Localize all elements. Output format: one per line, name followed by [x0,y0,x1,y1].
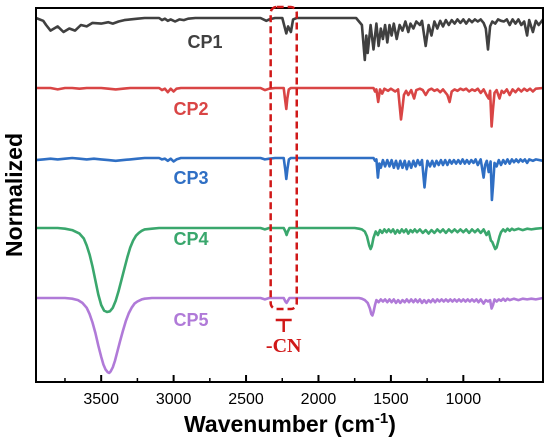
series-line-cp2 [36,86,544,128]
series-line-cp5 [36,296,544,375]
series-label-cp2: CP2 [173,99,208,119]
x-tick-label: 1500 [373,391,409,408]
plot-frame [35,7,544,383]
series-label-cp5: CP5 [173,310,208,330]
x-tick-label: 1000 [446,391,482,408]
cn-bracket [275,318,292,332]
y-axis-title: Normalized [1,133,27,257]
x-tick-label: 2500 [228,391,264,408]
series-labels: CP1 CP2 CP3 CP4 CP5 [173,32,222,330]
x-tick-label: 3000 [156,391,192,408]
series-line-cp4 [36,226,544,314]
series-line-cp3 [35,156,544,202]
cn-annotation-label: -CN [266,335,302,357]
cn-annotation: -CN [266,5,302,357]
series-label-cp4: CP4 [173,229,208,249]
x-axis-title: Wavenumber (cm-1) [184,410,396,437]
series-label-cp3: CP3 [173,168,208,188]
series-line-cp1 [35,16,545,62]
x-tick-label: 3500 [83,391,119,408]
cn-highlight-box [269,5,298,311]
x-tick-label: 2000 [301,391,337,408]
plot-layer [35,16,545,375]
series-label-cp1: CP1 [187,32,222,52]
x-axis-ticks: 3500 3000 2500 2000 1500 1000 [64,375,501,408]
